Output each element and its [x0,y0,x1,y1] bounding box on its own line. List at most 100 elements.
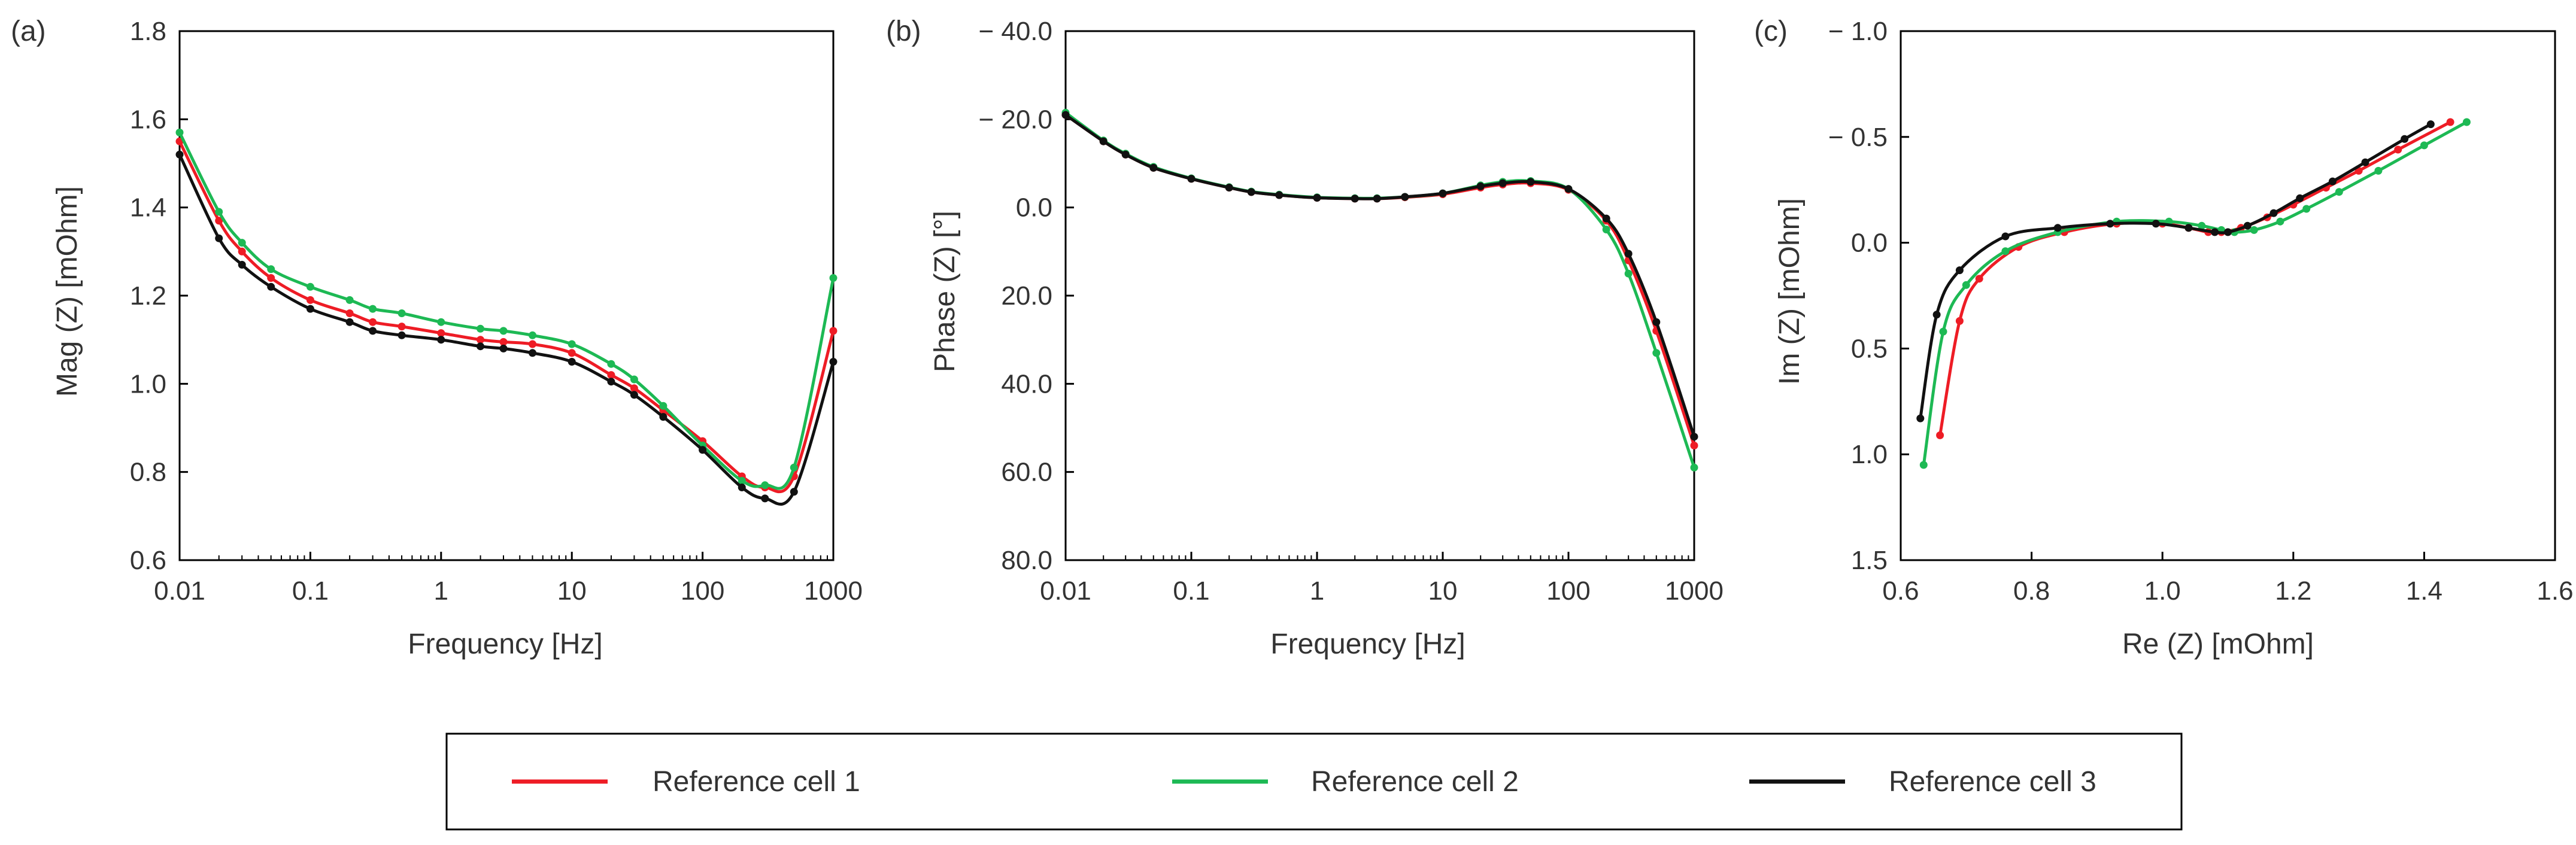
data-point [345,296,354,304]
x-tick-label: 10 [557,576,587,606]
data-point [267,282,275,291]
data-point [2328,177,2337,186]
data-point [829,274,838,282]
data-point [477,336,484,344]
data-point [529,331,536,339]
y-tick-label: 1.0 [130,369,166,399]
data-point [2446,118,2454,126]
data-point [437,318,445,326]
data-point [1955,317,1964,325]
data-point [1624,250,1633,258]
data-point [306,305,314,313]
data-point [1476,182,1485,190]
data-point [2250,226,2258,234]
data-point [306,296,314,304]
data-point [1564,185,1573,193]
data-point [1187,175,1196,183]
data-point [568,349,576,357]
data-point [1939,327,1947,336]
data-point [1962,281,1970,289]
y-tick-label: 1.8 [130,17,166,46]
data-point [1351,194,1359,203]
data-point [2106,220,2114,228]
data-point [215,234,223,242]
data-point [1624,269,1633,278]
x-tick-label: 1.4 [2406,576,2443,606]
y-tick-label: − 0.5 [1828,123,1888,152]
data-point [630,391,638,399]
x-axis-label: Frequency [Hz] [1270,628,1465,660]
data-point [1149,163,1158,172]
y-axis-label: Im (Z) [mOhm] [1774,198,1806,385]
data-point [630,384,638,393]
panel-label: (c) [1754,16,1788,47]
x-axis-label: Re (Z) [mOhm] [2122,628,2314,660]
data-point [398,331,406,339]
series-2 [175,128,838,490]
data-point [1652,349,1661,357]
data-point [215,208,223,216]
data-point [2420,141,2428,150]
x-tick-label: 0.1 [292,576,329,606]
data-point [1527,178,1535,186]
legend-label: Reference cell 3 [1889,766,2096,798]
data-point [238,260,246,269]
data-point [267,274,275,282]
data-point [790,488,798,496]
x-tick-label: 10 [1428,576,1458,606]
y-tick-label: 1.6 [130,105,166,134]
data-point [738,484,746,491]
data-point [659,402,667,410]
data-point [568,340,576,348]
legend-frame [445,732,2183,831]
data-point [699,446,707,454]
data-point [1690,463,1698,472]
y-tick-label: − 1.0 [1828,17,1888,46]
data-point [2462,118,2471,126]
data-point [369,318,377,326]
y-tick-label: 0.0 [1851,229,1888,258]
y-tick-label: 60.0 [1001,458,1052,487]
series-line [1064,113,1696,437]
panel-b: (b) 0.01 0.1 1 10 100 1000 − 40.0 − 20.0 0.0 20.0… [886,16,1724,660]
data-point [1439,189,1447,197]
x-tick-label: 0.6 [1882,576,1919,606]
data-point [2224,228,2232,236]
data-point [499,338,508,346]
data-point [2296,194,2304,202]
data-point [2001,247,2010,256]
legend-label: Reference cell 2 [1311,766,1519,798]
plot-area: 0.6 0.8 1.0 1.2 1.4 1.6 − 1.0 − 0.5 0.0 0.5 1.0 1.5 [1828,17,2574,606]
data-point [568,358,576,366]
data-point [1652,318,1661,326]
data-point [2269,209,2278,217]
data-point [2394,145,2402,154]
y-tick-label: 0.6 [130,546,166,575]
x-tick-label: 1.0 [2144,576,2181,606]
data-point [1936,431,1944,439]
y-tick-label: 20.0 [1001,281,1052,311]
data-point [790,463,798,472]
data-point [630,375,638,384]
data-point [175,128,184,136]
x-tick-label: 1.2 [2275,576,2311,606]
data-point [738,476,746,485]
plot-frame [1900,30,2556,561]
data-point [2302,205,2311,213]
data-point [2361,158,2369,166]
data-point [477,324,484,333]
data-point [369,327,377,335]
data-point [1498,179,1507,187]
data-point [437,329,445,338]
series-3 [175,150,838,506]
plot-area: 0.01 0.1 1 10 100 1000 − 40.0 − 20.0 0.0 20.0 40.0… [978,17,1724,606]
panel-label: (b) [886,16,921,47]
data-point [1602,226,1610,233]
data-point [529,340,536,348]
data-point [398,309,406,317]
series-3 [1061,111,1698,441]
x-tick-label: 0.01 [154,576,205,606]
data-point [2426,120,2435,129]
data-point [2211,228,2219,236]
y-tick-label: 80.0 [1001,546,1052,575]
